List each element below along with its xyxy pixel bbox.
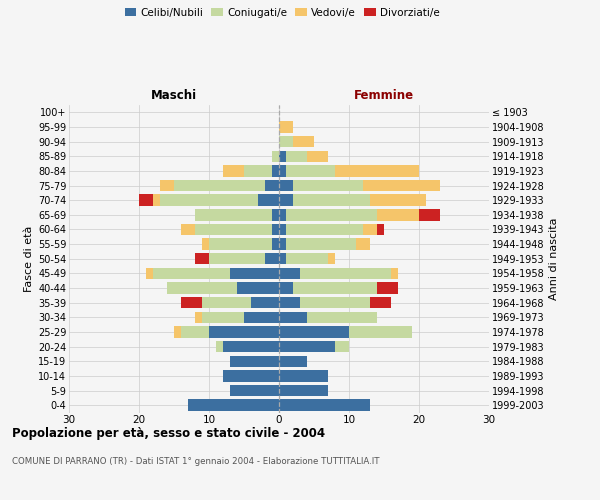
Bar [370, 297, 391, 308]
Bar [139, 194, 153, 206]
Bar [209, 326, 279, 338]
Bar [286, 224, 363, 235]
Bar [223, 341, 279, 352]
Bar [286, 238, 356, 250]
Bar [419, 209, 440, 220]
Bar [272, 238, 279, 250]
Bar [181, 326, 209, 338]
Bar [286, 165, 335, 176]
Bar [286, 253, 328, 264]
Y-axis label: Anni di nascita: Anni di nascita [548, 218, 559, 300]
Bar [258, 194, 279, 206]
Bar [279, 282, 293, 294]
Bar [293, 282, 377, 294]
Bar [202, 312, 244, 323]
Bar [293, 136, 314, 147]
Bar [279, 297, 300, 308]
Bar [377, 224, 384, 235]
Text: Maschi: Maschi [151, 89, 197, 102]
Bar [265, 253, 279, 264]
Bar [223, 370, 279, 382]
Bar [272, 150, 279, 162]
Y-axis label: Fasce di età: Fasce di età [23, 226, 34, 292]
Bar [279, 165, 286, 176]
Bar [279, 122, 293, 132]
Bar [195, 312, 202, 323]
Bar [279, 253, 286, 264]
Bar [209, 253, 265, 264]
Bar [223, 165, 244, 176]
Bar [195, 209, 272, 220]
Bar [279, 356, 307, 367]
Bar [279, 150, 286, 162]
Bar [279, 194, 293, 206]
Bar [363, 180, 440, 191]
Bar [244, 312, 279, 323]
Bar [160, 194, 258, 206]
Bar [202, 297, 251, 308]
Bar [363, 224, 377, 235]
Bar [279, 224, 286, 235]
Bar [251, 297, 279, 308]
Bar [195, 224, 272, 235]
Text: Popolazione per età, sesso e stato civile - 2004: Popolazione per età, sesso e stato civil… [12, 428, 325, 440]
Bar [279, 326, 349, 338]
Bar [279, 341, 335, 352]
Bar [279, 180, 293, 191]
Bar [237, 282, 279, 294]
Bar [153, 194, 160, 206]
Bar [272, 224, 279, 235]
Bar [202, 238, 209, 250]
Bar [279, 385, 328, 396]
Bar [293, 194, 370, 206]
Bar [146, 268, 153, 279]
Bar [153, 268, 230, 279]
Bar [356, 238, 370, 250]
Bar [272, 209, 279, 220]
Bar [279, 268, 300, 279]
Bar [167, 282, 237, 294]
Bar [307, 312, 377, 323]
Bar [209, 238, 272, 250]
Bar [216, 341, 223, 352]
Legend: Celibi/Nubili, Coniugati/e, Vedovi/e, Divorziati/e: Celibi/Nubili, Coniugati/e, Vedovi/e, Di… [125, 8, 439, 18]
Bar [307, 150, 328, 162]
Bar [181, 224, 195, 235]
Bar [300, 297, 370, 308]
Bar [230, 356, 279, 367]
Bar [293, 180, 363, 191]
Bar [391, 268, 398, 279]
Bar [279, 312, 307, 323]
Bar [279, 370, 328, 382]
Bar [272, 165, 279, 176]
Bar [335, 165, 419, 176]
Bar [279, 400, 370, 411]
Bar [244, 165, 272, 176]
Bar [174, 326, 181, 338]
Bar [335, 341, 349, 352]
Bar [370, 194, 426, 206]
Bar [279, 238, 286, 250]
Text: COMUNE DI PARRANO (TR) - Dati ISTAT 1° gennaio 2004 - Elaborazione TUTTITALIA.IT: COMUNE DI PARRANO (TR) - Dati ISTAT 1° g… [12, 458, 380, 466]
Bar [279, 209, 286, 220]
Bar [188, 400, 279, 411]
Bar [230, 385, 279, 396]
Bar [174, 180, 265, 191]
Bar [377, 209, 419, 220]
Bar [286, 150, 307, 162]
Bar [349, 326, 412, 338]
Bar [181, 297, 202, 308]
Bar [328, 253, 335, 264]
Bar [230, 268, 279, 279]
Bar [160, 180, 174, 191]
Bar [279, 136, 293, 147]
Bar [300, 268, 391, 279]
Text: Femmine: Femmine [354, 89, 414, 102]
Bar [286, 209, 377, 220]
Bar [265, 180, 279, 191]
Bar [377, 282, 398, 294]
Bar [195, 253, 209, 264]
